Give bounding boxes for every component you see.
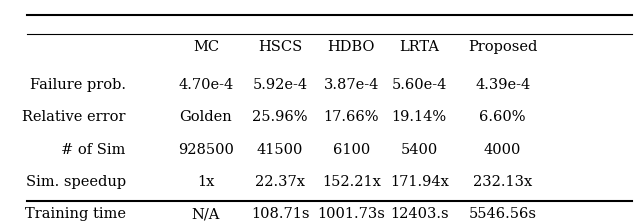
Text: # of Sim: # of Sim [61,143,125,157]
Text: N/A: N/A [192,207,220,221]
Text: 22.37x: 22.37x [255,175,305,189]
Text: 25.96%: 25.96% [252,110,308,124]
Text: 152.21x: 152.21x [322,175,381,189]
Text: HSCS: HSCS [258,40,302,54]
Text: Training time: Training time [24,207,125,221]
Text: 5.60e-4: 5.60e-4 [392,78,447,92]
Text: Golden: Golden [180,110,232,124]
Text: MC: MC [193,40,219,54]
Text: Proposed: Proposed [468,40,538,54]
Text: 17.66%: 17.66% [323,110,379,124]
Text: 6.60%: 6.60% [479,110,526,124]
Text: 5400: 5400 [401,143,438,157]
Text: HDBO: HDBO [328,40,375,54]
Text: 1x: 1x [197,175,214,189]
Text: 108.71s: 108.71s [251,207,309,221]
Text: 6100: 6100 [333,143,370,157]
Text: 5.92e-4: 5.92e-4 [253,78,308,92]
Text: 41500: 41500 [257,143,303,157]
Text: Sim. speedup: Sim. speedup [26,175,125,189]
Text: 928500: 928500 [178,143,234,157]
Text: 1001.73s: 1001.73s [317,207,385,221]
Text: Relative error: Relative error [22,110,125,124]
Text: LRTA: LRTA [399,40,439,54]
Text: 4000: 4000 [484,143,522,157]
Text: Failure prob.: Failure prob. [29,78,125,92]
Text: 171.94x: 171.94x [390,175,449,189]
Text: 3.87e-4: 3.87e-4 [324,78,379,92]
Text: 4.70e-4: 4.70e-4 [179,78,234,92]
Text: 5546.56s: 5546.56s [468,207,537,221]
Text: 12403.s: 12403.s [390,207,449,221]
Text: 4.39e-4: 4.39e-4 [475,78,531,92]
Text: 19.14%: 19.14% [392,110,447,124]
Text: 232.13x: 232.13x [473,175,532,189]
